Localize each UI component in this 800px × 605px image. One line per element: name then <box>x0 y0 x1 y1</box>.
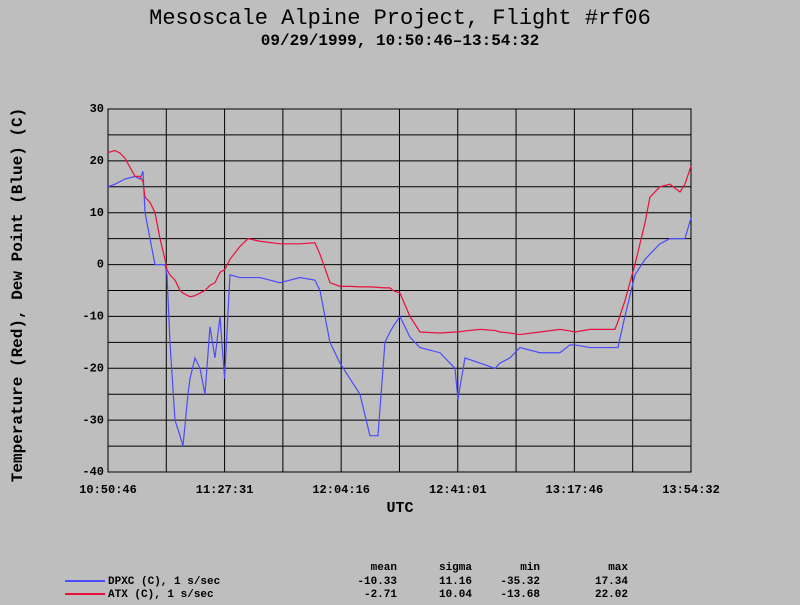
stats-value: 11.16 <box>439 576 472 588</box>
stats-value: -10.33 <box>357 576 397 588</box>
y-tick-label: 20 <box>90 154 104 168</box>
y-tick-label: 30 <box>90 102 104 116</box>
x-tick-label: 10:50:46 <box>79 483 137 497</box>
y-tick-label: 10 <box>90 206 104 220</box>
legend-label: ATX (C), 1 s/sec <box>108 589 214 601</box>
x-tick-label: 13:54:32 <box>662 483 720 497</box>
y-axis-label: Temperature (Red), Dew Point (Blue) (C) <box>9 108 27 482</box>
x-tick-label: 13:17:46 <box>546 483 604 497</box>
legend-label: DPXC (C), 1 s/sec <box>108 576 220 588</box>
stats-header: max <box>608 562 628 574</box>
stats-value: 17.34 <box>595 576 628 588</box>
stats-value: -2.71 <box>364 589 397 601</box>
y-tick-label: -40 <box>82 465 104 479</box>
stats-value: -35.32 <box>500 576 540 588</box>
chart-subtitle: 09/29/1999, 10:50:46–13:54:32 <box>261 32 539 50</box>
chart-title: Mesoscale Alpine Project, Flight #rf06 <box>149 6 651 31</box>
stats-value: 22.02 <box>595 589 628 601</box>
y-tick-label: -10 <box>82 310 104 324</box>
series-line <box>107 171 692 447</box>
x-tick-label: 12:04:16 <box>312 483 370 497</box>
x-tick-label: 12:41:01 <box>429 483 487 497</box>
stats-header: sigma <box>439 562 472 574</box>
y-tick-label: 0 <box>97 258 104 272</box>
stats-value: 10.04 <box>439 589 472 601</box>
y-tick-label: -30 <box>82 413 104 427</box>
x-tick-label: 11:27:31 <box>196 483 254 497</box>
stats-header: mean <box>371 562 397 574</box>
plot-frame <box>107 108 692 473</box>
y-tick-label: -20 <box>82 361 104 375</box>
stats-value: -13.68 <box>500 589 540 601</box>
series-line <box>107 149 692 336</box>
stats-header: min <box>520 562 540 574</box>
x-axis-label: UTC <box>386 500 413 517</box>
